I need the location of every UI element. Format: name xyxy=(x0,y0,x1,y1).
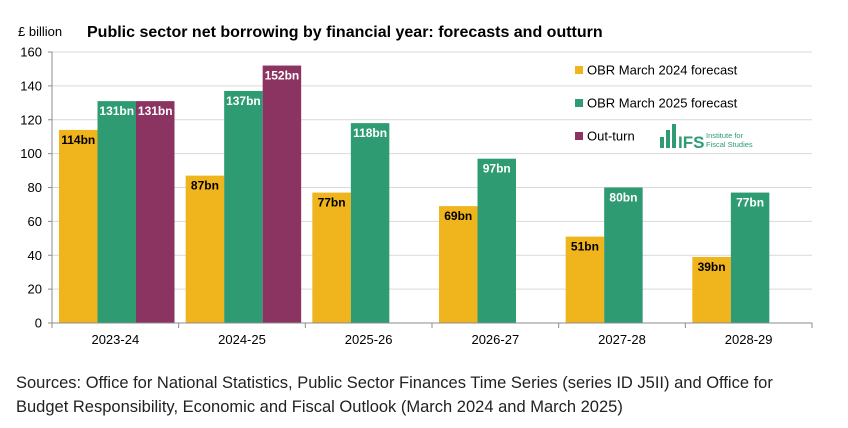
data-label: 80bn xyxy=(609,191,637,205)
source-line-2: Budget Responsibility, Economic and Fisc… xyxy=(16,398,623,416)
data-label: 118bn xyxy=(353,126,387,140)
data-label: 114bn xyxy=(61,133,95,147)
legend-swatch xyxy=(575,132,583,140)
source-line-1: Sources: Office for National Statistics,… xyxy=(16,374,773,392)
bar-obr-march-2025-forecast xyxy=(604,187,643,323)
bars xyxy=(59,65,770,324)
x-tick-label: 2024-25 xyxy=(218,332,266,347)
legend-label: OBR March 2025 forecast xyxy=(587,96,738,111)
logo-bar xyxy=(672,124,676,148)
data-label: 77bn xyxy=(736,196,764,210)
bar-obr-march-2024-forecast xyxy=(312,192,351,323)
data-label: 69bn xyxy=(444,209,472,223)
bar-obr-march-2025-forecast xyxy=(730,192,770,323)
data-label: 39bn xyxy=(698,260,726,274)
logo-line1: Institute for xyxy=(706,131,744,140)
bar-obr-march-2024-forecast xyxy=(692,256,731,323)
x-tick-label: 2026-27 xyxy=(471,332,519,347)
bar-obr-march-2025-forecast xyxy=(224,90,263,323)
y-axis-unit-label: £ billion xyxy=(18,24,62,39)
x-tick-label: 2027-28 xyxy=(598,332,646,347)
chart: £ billion Public sector net borrowing by… xyxy=(18,24,813,347)
data-label: 77bn xyxy=(318,196,346,210)
x-tick-label: 2025-26 xyxy=(345,332,393,347)
y-tick-label: 100 xyxy=(20,146,42,161)
x-tick-label: 2023-24 xyxy=(91,332,139,347)
logo-bar xyxy=(666,130,670,148)
y-tick-label: 140 xyxy=(20,78,42,93)
bar-obr-march-2024-forecast xyxy=(59,129,98,323)
legend-label: Out-turn xyxy=(587,129,635,144)
data-labels: 114bn 131bn 131bn 87bn 137bn 152bn 77bn 118bn 69… xyxy=(61,69,764,274)
y-tick-label: 160 xyxy=(20,45,42,60)
data-label: 152bn xyxy=(265,69,300,83)
y-tick-label: 40 xyxy=(28,248,42,263)
chart-title: Public sector net borrowing by financial… xyxy=(87,24,603,41)
logo-line2: Fiscal Studies xyxy=(706,140,753,149)
y-tick-label: 60 xyxy=(28,214,42,229)
y-tick-label: 80 xyxy=(28,180,42,195)
bar-obr-march-2025-forecast xyxy=(477,158,516,323)
source-note: Sources: Office for National Statistics,… xyxy=(16,371,836,419)
legend-swatch xyxy=(575,99,583,107)
bar-obr-march-2025-forecast xyxy=(97,101,136,324)
bar-obr-march-2024-forecast xyxy=(185,175,225,323)
data-label: 137bn xyxy=(226,94,261,108)
gridlines xyxy=(52,51,812,290)
legend-swatch xyxy=(575,66,583,74)
bar-out-turn xyxy=(262,65,302,324)
y-tick-label: 120 xyxy=(20,112,42,127)
logo-mark: IFS xyxy=(678,133,704,152)
legend-label: OBR March 2024 forecast xyxy=(587,63,738,78)
data-label: 131bn xyxy=(99,104,134,118)
bar-obr-march-2024-forecast xyxy=(439,206,478,323)
y-tick-label: 0 xyxy=(35,316,42,331)
y-tick-label: 20 xyxy=(28,282,42,297)
data-label: 97bn xyxy=(483,162,511,176)
bar-obr-march-2025-forecast xyxy=(350,123,390,323)
data-label: 131bn xyxy=(138,104,173,118)
data-label: 51bn xyxy=(571,240,599,254)
bar-obr-march-2024-forecast xyxy=(565,236,605,323)
x-tick-label: 2028-29 xyxy=(725,332,773,347)
ifs-logo: IFS Institute for Fiscal Studies xyxy=(660,124,753,152)
legend: OBR March 2024 forecast OBR March 2025 fo… xyxy=(575,63,738,144)
bar-out-turn xyxy=(136,101,175,324)
logo-bar xyxy=(660,137,664,148)
data-label: 87bn xyxy=(191,179,219,193)
axes: 0 20 40 60 80 100 120 140 160 2023-24 2024-25 2025-… xyxy=(20,45,813,347)
